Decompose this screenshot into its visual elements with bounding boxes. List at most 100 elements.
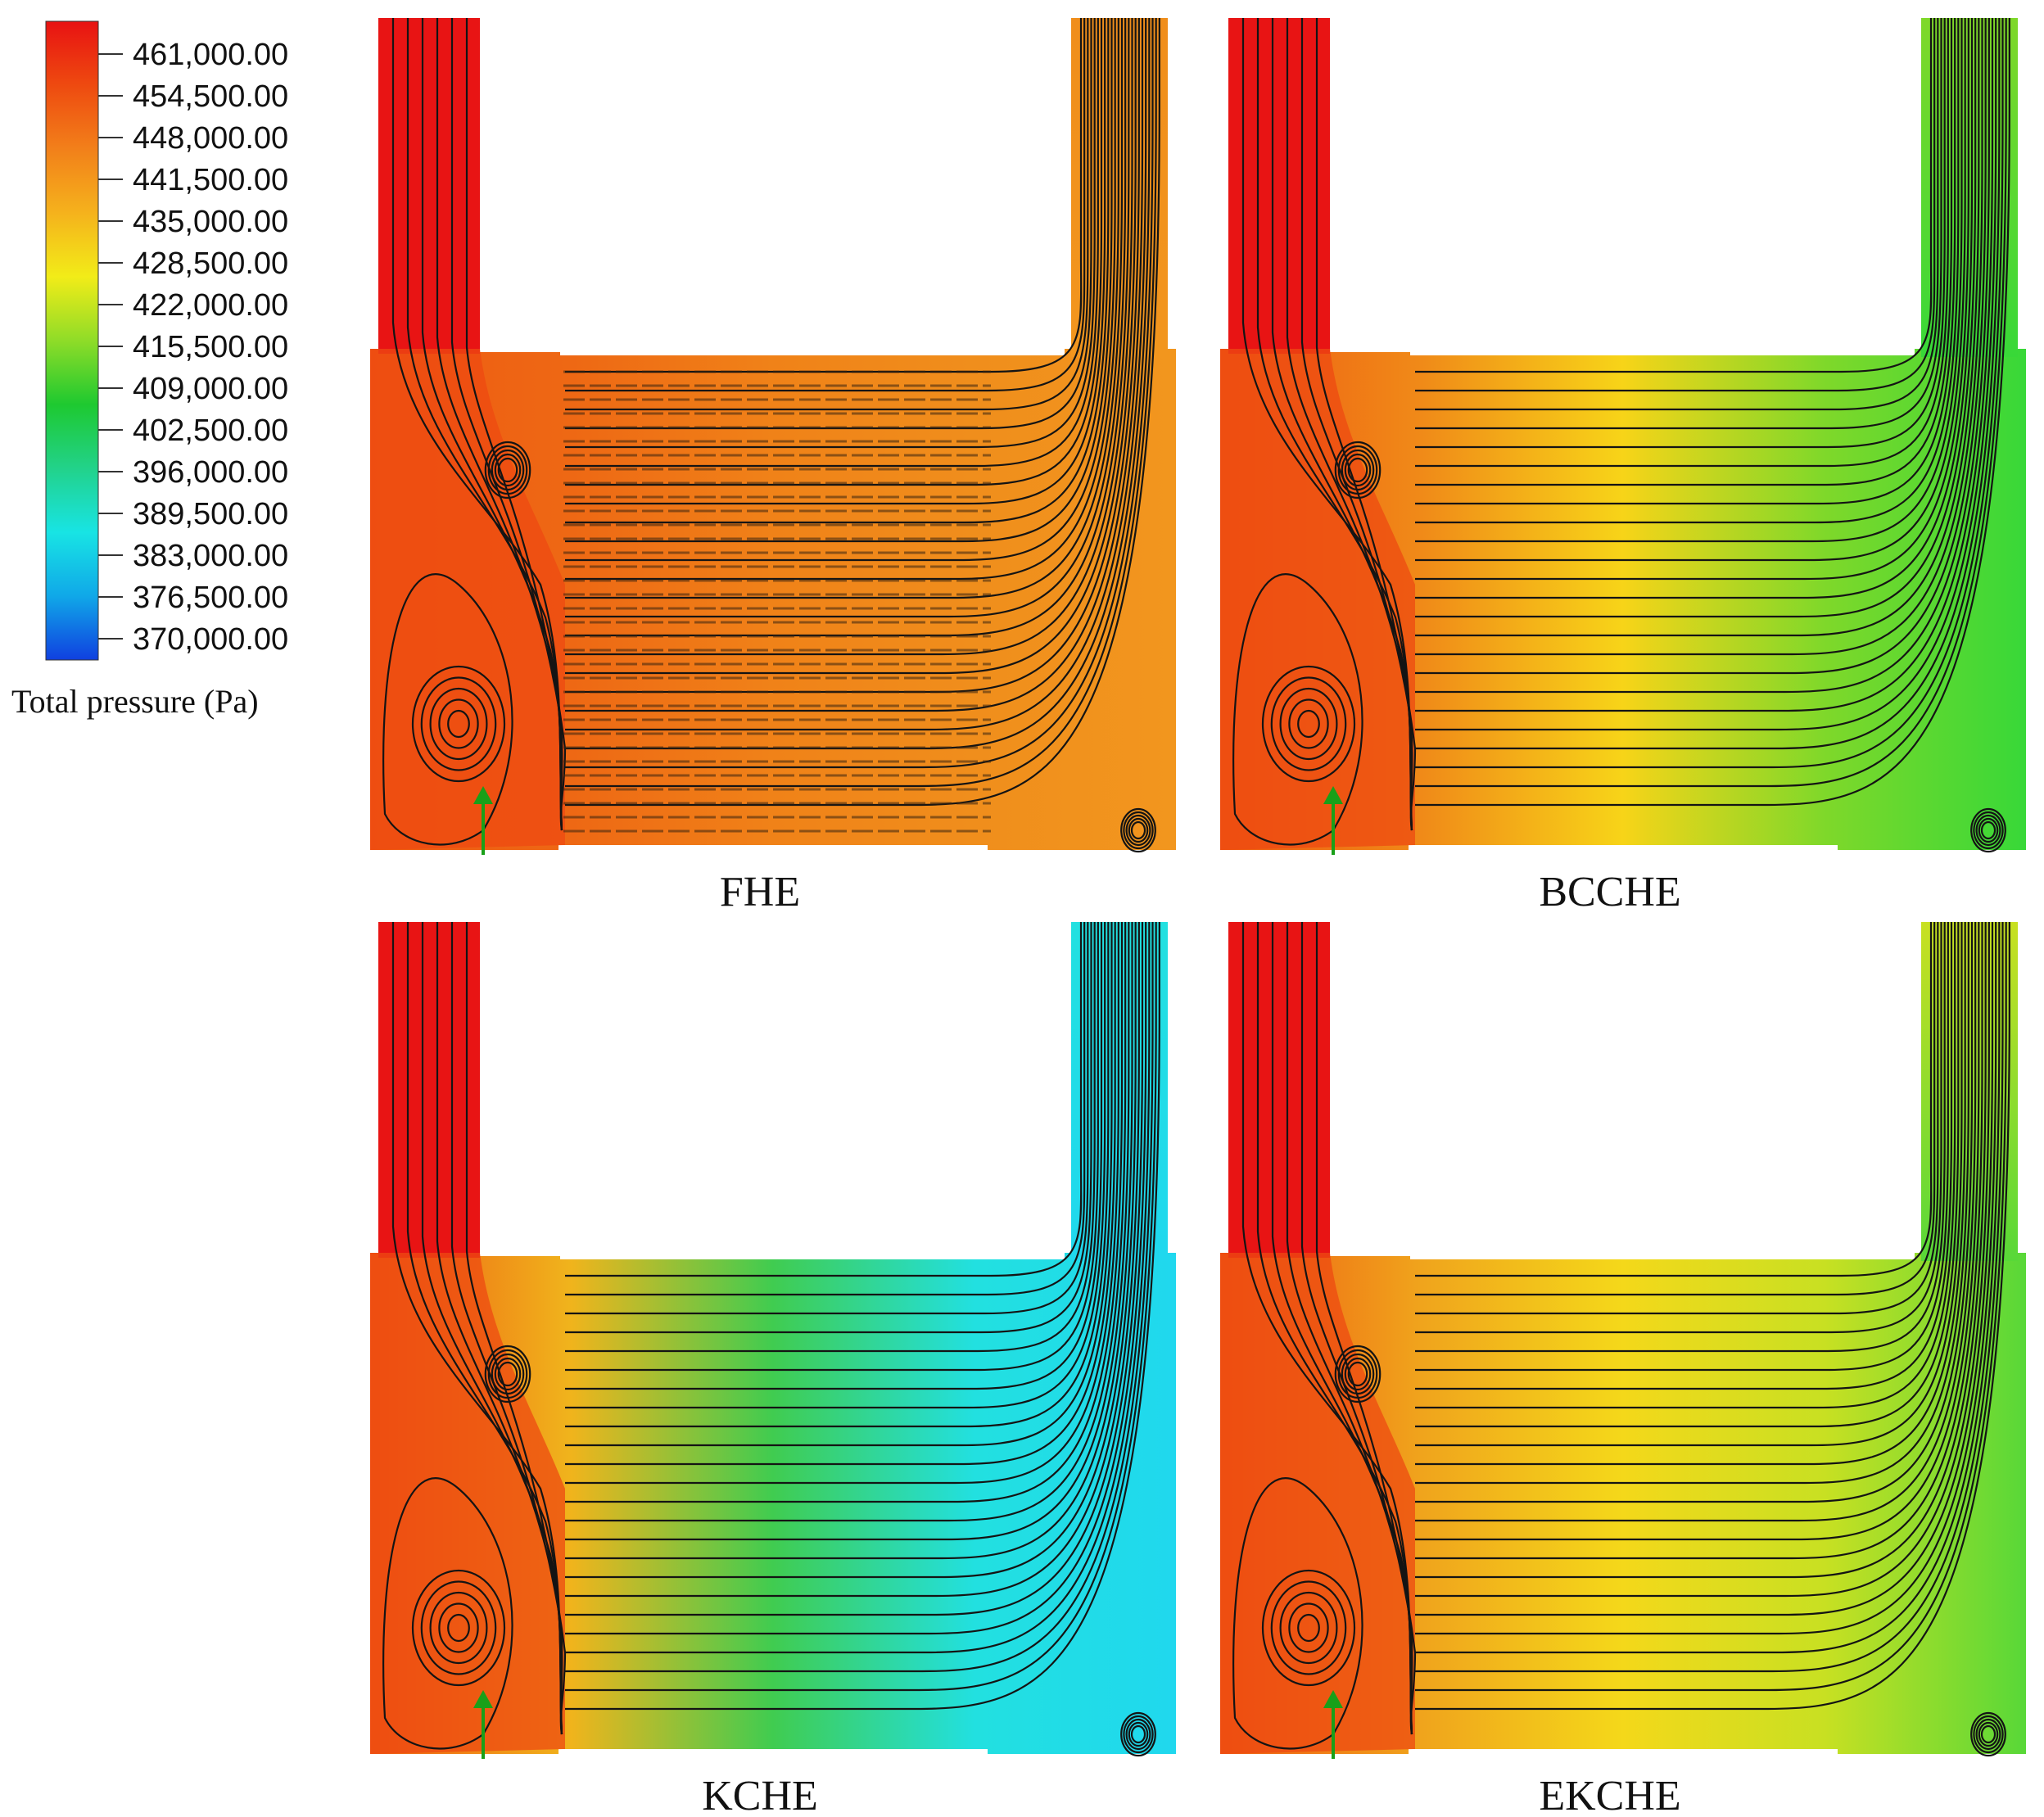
streamlines (391, 922, 1160, 1735)
vortex-ring (491, 1353, 525, 1395)
streamline (565, 18, 1151, 750)
streamline (1415, 922, 1936, 1296)
vortex-ring (1130, 820, 1146, 840)
pressure-field (1220, 1253, 2026, 1754)
streamline (1415, 18, 1974, 599)
legend-tick-label: 376,500.00 (133, 581, 288, 615)
streamline (1415, 922, 1966, 1466)
vortex-ring (487, 445, 528, 495)
streamline (565, 922, 1113, 1447)
vortex-ring (438, 698, 479, 749)
legend-colorbar (45, 20, 99, 661)
streamline (565, 18, 1096, 449)
streamline (565, 18, 1099, 468)
streamline (1315, 922, 1417, 1735)
streamline (565, 922, 1137, 1579)
streamline (1415, 18, 1956, 505)
streamline (565, 922, 1160, 1711)
legend-tick-label: 409,000.00 (133, 372, 288, 406)
streamline (1415, 18, 1994, 712)
vortex-ring (487, 1349, 528, 1399)
vortex-ring (1973, 1715, 2004, 1754)
vortex-ring (1128, 1721, 1149, 1747)
panel-label: KCHE (702, 1773, 818, 1817)
inlet-channel (1228, 922, 1330, 1258)
streamline (1415, 922, 2007, 1692)
panel-label: BCCHE (1539, 869, 1680, 915)
streamline (1415, 18, 1949, 468)
vortex-ring (1347, 457, 1368, 483)
streamline (1415, 922, 1969, 1485)
streamline (565, 18, 1083, 373)
streamline (1415, 922, 1963, 1447)
streamline (1415, 922, 1987, 1579)
vortex-ring (1270, 676, 1347, 771)
streamline (565, 18, 1140, 694)
streamline (1415, 18, 1936, 392)
recirculation-loop (382, 1477, 513, 1750)
streamline (1300, 18, 1413, 831)
panels: FHE BCCHE KCHE EKCHE (370, 18, 2026, 1817)
streamline (565, 922, 1103, 1390)
streamline (1415, 18, 1980, 637)
streamline (565, 922, 1116, 1466)
recirculation-loop (1232, 573, 1363, 846)
vortex-ring (1125, 814, 1151, 847)
legend-tick-label: 435,000.00 (133, 205, 288, 239)
streamline (565, 922, 1119, 1485)
panel-label: FHE (720, 869, 800, 915)
streamline (1415, 922, 1946, 1353)
vortex-ring (420, 1580, 497, 1675)
streamline (450, 922, 563, 1735)
recirculation-loop (382, 573, 513, 846)
streamline (1415, 922, 1953, 1390)
legend-tick-label: 441,500.00 (133, 163, 288, 197)
streamline (565, 922, 1124, 1503)
streamline (565, 922, 1086, 1296)
streamline (565, 922, 1110, 1428)
streamline (565, 18, 1103, 486)
legend-tick-label: 422,000.00 (133, 288, 288, 323)
vortex-ring (1344, 453, 1372, 487)
vortex-ring (1337, 1349, 1378, 1399)
vortex-ring (1261, 1569, 1356, 1687)
panel-ekche: EKCHE (1220, 922, 2026, 1817)
streamline (565, 18, 1137, 675)
vortex-ring (429, 1591, 488, 1665)
streamline (1415, 922, 1942, 1334)
streamline (565, 18, 1106, 505)
vortex-ring (1130, 1724, 1146, 1744)
legend-tick-label: 428,500.00 (133, 246, 288, 281)
streamline (565, 18, 1119, 581)
panel-fhe: FHE (370, 18, 1176, 915)
legend-tick-label: 448,000.00 (133, 121, 288, 156)
streamline (1415, 922, 1990, 1598)
streamline (565, 922, 1140, 1598)
streamline (1415, 18, 1977, 618)
legend-tick-label: 396,000.00 (133, 455, 288, 490)
streamline (565, 922, 1157, 1692)
legend-tick-label: 415,500.00 (133, 330, 288, 364)
vortex-ring (1123, 1715, 1154, 1754)
streamline (565, 18, 1147, 731)
vortex-ring (447, 1613, 470, 1643)
streamline (1415, 922, 1997, 1635)
streamline (450, 18, 563, 831)
streamline (565, 18, 1089, 411)
axis-arrowhead-icon (1323, 786, 1343, 804)
vortex-ring (1980, 820, 1997, 840)
streamline (1415, 18, 1953, 486)
streamline (1415, 18, 1969, 581)
vortex-ring (411, 665, 506, 783)
streamline (1315, 18, 1417, 831)
legend-tick-label: 389,500.00 (133, 497, 288, 531)
panel-kche: KCHE (370, 922, 1176, 1817)
vortex-ring (484, 1345, 531, 1403)
streamline (565, 922, 1130, 1541)
vortex-ring (1341, 449, 1375, 491)
vortex-ring (1279, 687, 1338, 761)
vortices (1261, 1345, 2006, 1757)
streamline (565, 18, 1116, 562)
panel-bcche: BCCHE (1220, 18, 2026, 915)
